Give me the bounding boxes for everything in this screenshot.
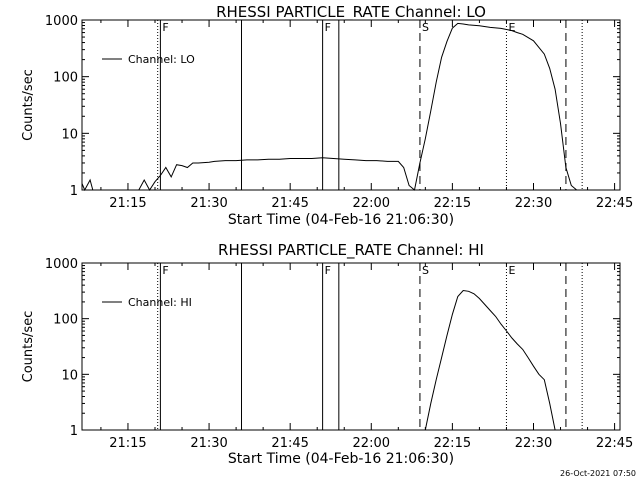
x-tick-label: 22:45 [596, 196, 633, 211]
x-tick-label: 22:15 [434, 436, 471, 451]
legend-label: Channel: HI [128, 296, 192, 309]
event-marker-label: F [325, 264, 331, 277]
plot-frame [81, 19, 621, 191]
event-marker-label: F [162, 264, 168, 277]
y-tick-label: 10 [61, 368, 78, 383]
x-tick-label: 21:15 [109, 196, 146, 211]
x-tick-label: 22:15 [434, 196, 471, 211]
y-tick-label: 10 [61, 127, 78, 142]
y-tick-label: 100 [53, 313, 78, 328]
chart-title: RHESSI PARTICLE_RATE Channel: LO [216, 3, 486, 22]
footer-date: 26-Oct-2021 07:50 [560, 469, 636, 478]
x-tick-label: 21:30 [190, 436, 227, 451]
x-tick-label: 22:45 [596, 436, 633, 451]
x-axis-label: Start Time (04-Feb-16 21:06:30) [228, 212, 454, 228]
event-marker-label: S [422, 21, 429, 34]
x-axis-label: Start Time (04-Feb-16 21:06:30) [228, 451, 454, 467]
event-marker-label: S [422, 264, 429, 277]
legend-label: Channel: LO [128, 53, 195, 66]
y-tick-label: 1000 [45, 14, 78, 29]
chart-panel-1: RHESSI PARTICLE_RATE Channel: LO 1 10 100 10… [21, 3, 633, 228]
series-line [81, 22, 583, 192]
x-tick-label: 22:30 [515, 196, 552, 211]
x-tick-label: 22:00 [353, 196, 390, 211]
event-marker-label: F [162, 21, 168, 34]
x-tick-label: 21:45 [271, 436, 308, 451]
y-tick-label: 1 [70, 184, 78, 199]
y-axis-label: Counts/sec [21, 311, 36, 383]
x-tick-label: 21:30 [190, 196, 227, 211]
x-tick-label: 22:30 [515, 436, 552, 451]
event-marker-label: E [508, 21, 515, 34]
x-tick-label: 21:45 [271, 196, 308, 211]
y-tick-label: 1000 [45, 257, 78, 272]
event-marker-label: F [325, 21, 331, 34]
x-tick-label: 21:15 [109, 436, 146, 451]
x-tick-label: 22:00 [353, 436, 390, 451]
series-line [424, 289, 556, 431]
plot-frame [81, 262, 621, 431]
event-marker-label: E [508, 264, 515, 277]
chart-title: RHESSI PARTICLE_RATE Channel: HI [218, 241, 484, 260]
chart-panel-2: RHESSI PARTICLE_RATE Channel: HI 1 10 100 10… [21, 241, 633, 467]
y-tick-label: 100 [53, 71, 78, 86]
y-tick-label: 1 [70, 424, 78, 439]
y-axis-label: Counts/sec [21, 69, 36, 141]
